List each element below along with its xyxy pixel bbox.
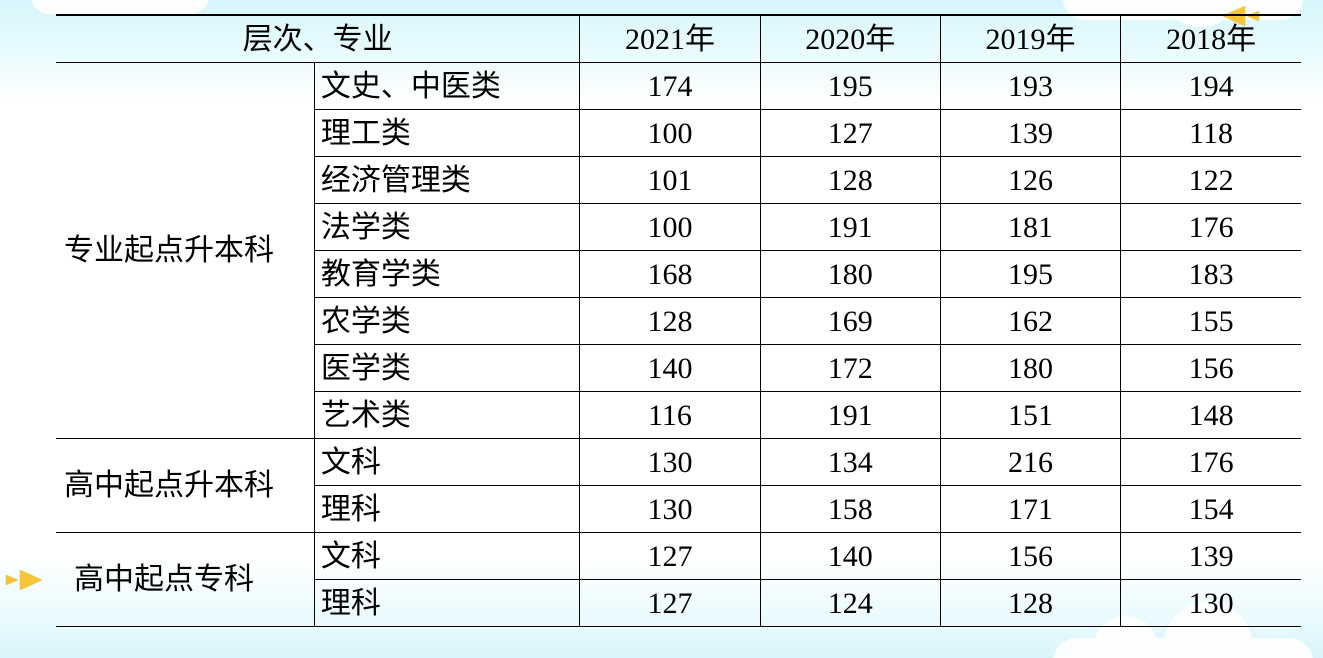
category-cell: 高中起点专科 — [56, 532, 314, 626]
value-cell: 130 — [1121, 579, 1301, 626]
value-cell: 134 — [760, 438, 940, 485]
subject-cell: 理工类 — [314, 109, 579, 156]
value-cell: 176 — [1121, 203, 1301, 250]
arrow-accent-icon — [20, 570, 42, 590]
subject-cell: 教育学类 — [314, 250, 579, 297]
header-year: 2020年 — [760, 15, 940, 62]
subject-cell: 医学类 — [314, 344, 579, 391]
table-header-row: 层次、专业 2021年 2020年 2019年 2018年 — [56, 15, 1301, 62]
value-cell: 140 — [580, 344, 760, 391]
cloud-decoration — [1053, 638, 1313, 658]
value-cell: 127 — [580, 579, 760, 626]
subject-cell: 理科 — [314, 485, 579, 532]
header-year: 2019年 — [940, 15, 1120, 62]
value-cell: 162 — [940, 297, 1120, 344]
subject-cell: 法学类 — [314, 203, 579, 250]
value-cell: 148 — [1121, 391, 1301, 438]
scores-table: 层次、专业 2021年 2020年 2019年 2018年 专业起点升本科 文史… — [56, 14, 1301, 627]
value-cell: 158 — [760, 485, 940, 532]
value-cell: 139 — [1121, 532, 1301, 579]
value-cell: 156 — [1121, 344, 1301, 391]
value-cell: 155 — [1121, 297, 1301, 344]
value-cell: 180 — [760, 250, 940, 297]
value-cell: 174 — [580, 62, 760, 109]
value-cell: 191 — [760, 203, 940, 250]
table-row: 高中起点专科 文科 127 140 156 139 — [56, 532, 1301, 579]
value-cell: 101 — [580, 156, 760, 203]
value-cell: 216 — [940, 438, 1120, 485]
cloud-decoration — [30, 0, 210, 14]
value-cell: 194 — [1121, 62, 1301, 109]
value-cell: 171 — [940, 485, 1120, 532]
subject-cell: 理科 — [314, 579, 579, 626]
value-cell: 140 — [760, 532, 940, 579]
header-year: 2021年 — [580, 15, 760, 62]
header-year: 2018年 — [1121, 15, 1301, 62]
value-cell: 191 — [760, 391, 940, 438]
value-cell: 180 — [940, 344, 1120, 391]
value-cell: 156 — [940, 532, 1120, 579]
value-cell: 176 — [1121, 438, 1301, 485]
value-cell: 181 — [940, 203, 1120, 250]
value-cell: 130 — [580, 438, 760, 485]
value-cell: 128 — [580, 297, 760, 344]
value-cell: 126 — [940, 156, 1120, 203]
value-cell: 193 — [940, 62, 1120, 109]
value-cell: 127 — [760, 109, 940, 156]
subject-cell: 艺术类 — [314, 391, 579, 438]
value-cell: 100 — [580, 203, 760, 250]
value-cell: 151 — [940, 391, 1120, 438]
value-cell: 124 — [760, 579, 940, 626]
value-cell: 172 — [760, 344, 940, 391]
table-row: 专业起点升本科 文史、中医类 174 195 193 194 — [56, 62, 1301, 109]
value-cell: 127 — [580, 532, 760, 579]
subject-cell: 农学类 — [314, 297, 579, 344]
value-cell: 130 — [580, 485, 760, 532]
subject-cell: 经济管理类 — [314, 156, 579, 203]
value-cell: 128 — [940, 579, 1120, 626]
category-cell: 高中起点升本科 — [56, 438, 314, 532]
value-cell: 118 — [1121, 109, 1301, 156]
value-cell: 183 — [1121, 250, 1301, 297]
value-cell: 168 — [580, 250, 760, 297]
table-row: 高中起点升本科 文科 130 134 216 176 — [56, 438, 1301, 485]
subject-cell: 文科 — [314, 532, 579, 579]
value-cell: 169 — [760, 297, 940, 344]
value-cell: 195 — [760, 62, 940, 109]
category-cell: 专业起点升本科 — [56, 62, 314, 438]
value-cell: 100 — [580, 109, 760, 156]
subject-cell: 文史、中医类 — [314, 62, 579, 109]
subject-cell: 文科 — [314, 438, 579, 485]
value-cell: 128 — [760, 156, 940, 203]
value-cell: 154 — [1121, 485, 1301, 532]
header-level-major: 层次、专业 — [56, 15, 580, 62]
value-cell: 116 — [580, 391, 760, 438]
value-cell: 139 — [940, 109, 1120, 156]
value-cell: 195 — [940, 250, 1120, 297]
value-cell: 122 — [1121, 156, 1301, 203]
table-container: 层次、专业 2021年 2020年 2019年 2018年 专业起点升本科 文史… — [56, 14, 1301, 627]
